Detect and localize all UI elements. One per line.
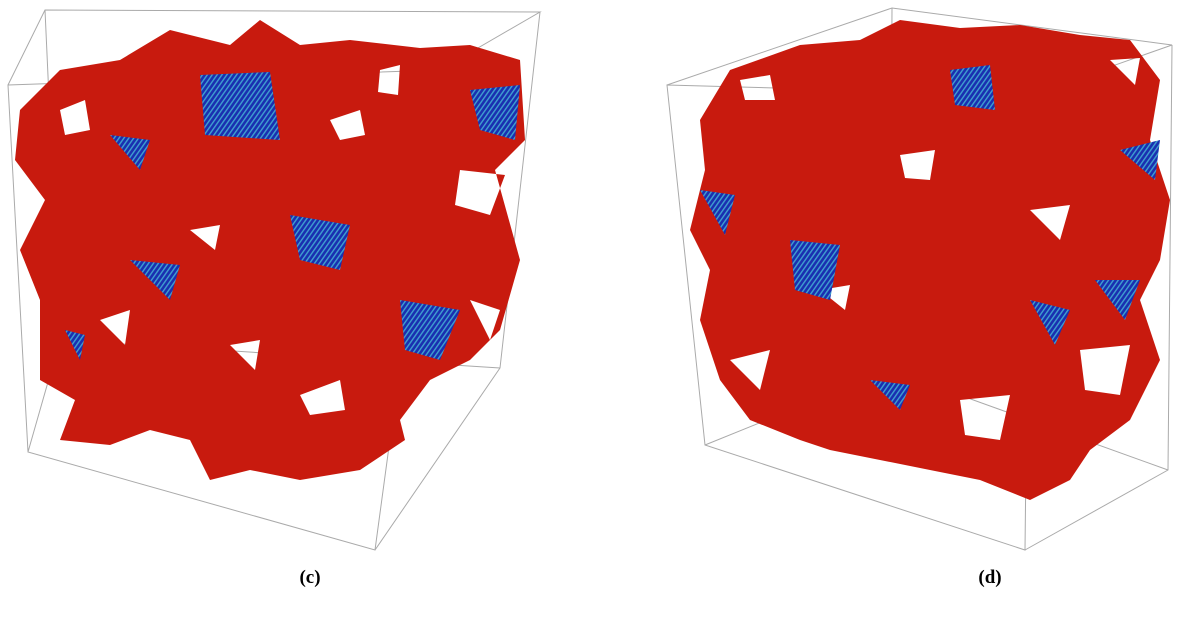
panel-d — [667, 8, 1172, 550]
figure: (c) (d) — [0, 0, 1181, 617]
porous-structure — [690, 20, 1170, 500]
panel-c — [8, 10, 540, 550]
panel-label: (d) — [978, 567, 1001, 588]
panel-label: (c) — [299, 567, 320, 588]
